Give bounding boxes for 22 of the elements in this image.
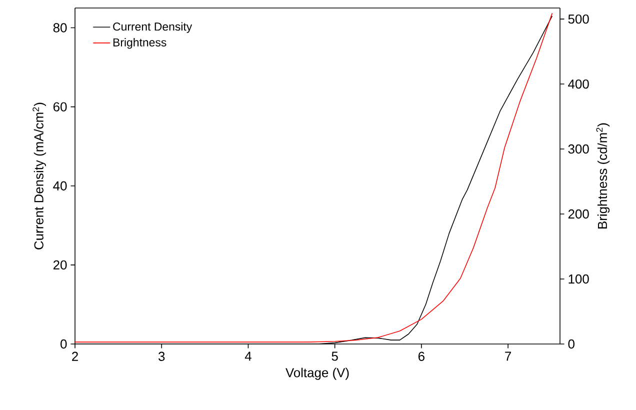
x-tick-label: 6 xyxy=(418,352,424,361)
y2-tick-label: 400 xyxy=(568,79,589,89)
legend-label: Brightness xyxy=(113,38,166,49)
y-tick-label: 20 xyxy=(53,260,67,270)
y-axis-title: Current Density (mA/cm$^{2}$) xyxy=(32,102,46,250)
y2-axis-title: Brightness (cd/m$^{2}$) xyxy=(596,123,610,228)
y-tick-label: 40 xyxy=(53,181,67,190)
y-tick-label: 60 xyxy=(53,102,67,112)
x-axis-title: Voltage (V) xyxy=(286,368,349,380)
x-tick-label: 5 xyxy=(332,352,338,361)
x-tick-label: 4 xyxy=(244,352,252,361)
x-tick-label: 2 xyxy=(72,352,78,361)
y2-tick-label: 200 xyxy=(568,209,589,219)
legend-label: Current Density xyxy=(113,22,192,33)
x-tick-label: 7 xyxy=(505,352,511,361)
y2-tick-label: 500 xyxy=(568,14,589,24)
y-tick-label: 80 xyxy=(53,23,67,32)
y2-tick-label: 0 xyxy=(568,339,574,349)
x-tick-label: 3 xyxy=(158,352,165,361)
y2-tick-label: 100 xyxy=(568,274,589,284)
y-tick-label: 0 xyxy=(60,339,67,349)
y2-tick-label: 300 xyxy=(568,144,589,154)
